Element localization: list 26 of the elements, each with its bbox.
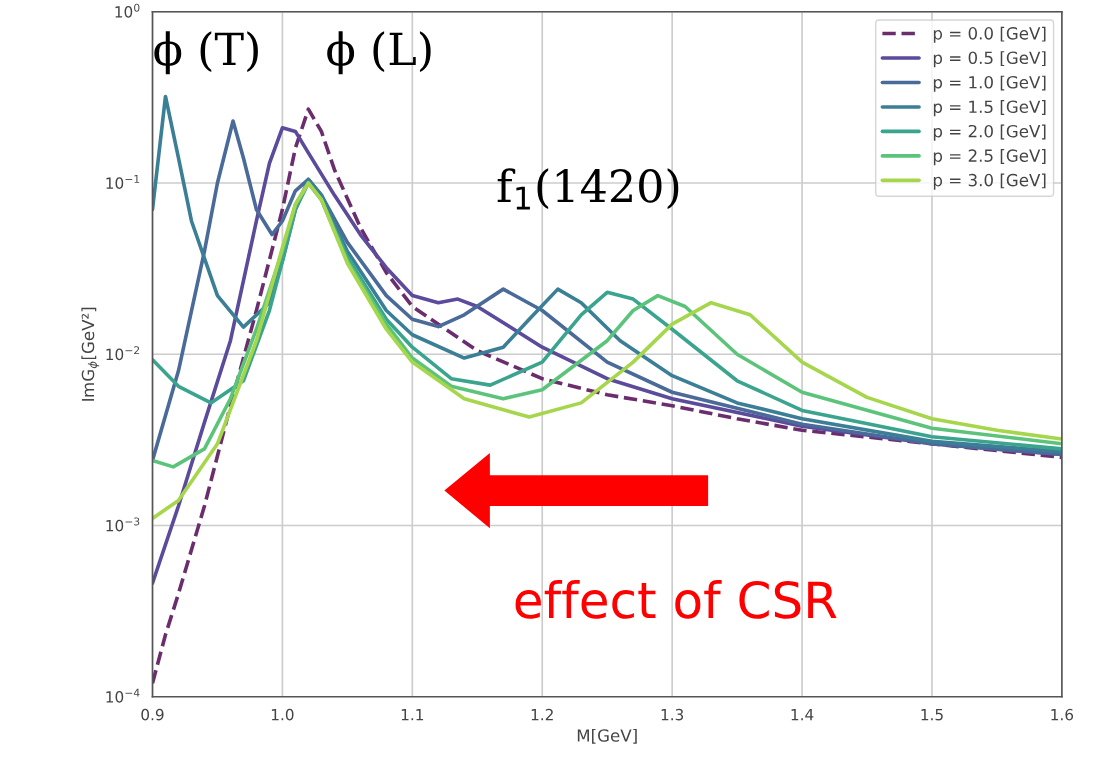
legend-label: p = 2.5 [GeV]	[933, 149, 1046, 166]
legend-label: p = 0.0 [GeV]	[933, 26, 1046, 43]
y-tick-label: 10$^{−3}$	[106, 517, 140, 532]
x-tick-label: 1.0	[271, 708, 294, 721]
legend-label: p = 3.0 [GeV]	[933, 173, 1046, 190]
y-tick-label: 10$^{−1}$	[106, 175, 140, 189]
legend-label: p = 1.5 [GeV]	[933, 100, 1046, 117]
legend-label: p = 1.0 [GeV]	[933, 75, 1046, 92]
x-tick-label: 0.9	[141, 708, 164, 721]
legend-label: p = 0.5 [GeV]	[933, 51, 1046, 68]
x-tick-label: 1.4	[791, 709, 814, 721]
x-tick-label: 1.1	[401, 709, 424, 721]
x-axis-title: M[GeV]	[577, 728, 637, 744]
x-tick-label: 1.6	[1051, 708, 1074, 721]
annotation: ϕ (T)	[154, 31, 258, 75]
annotation: ϕ (L)	[327, 31, 431, 75]
y-tick-label: 10$^{0}$	[115, 3, 140, 18]
y-tick-label: 10$^{−2}$	[106, 346, 140, 361]
y-tick-label: 10$^{−4}$	[106, 688, 140, 703]
legend-label: p = 2.0 [GeV]	[933, 124, 1046, 141]
x-tick-label: 1.3	[661, 708, 684, 721]
annotation: effect of CSR	[515, 580, 837, 619]
x-tick-label: 1.2	[531, 708, 553, 721]
y-axis-title: ImG$_{ϕ}$[GeV²]	[81, 307, 100, 401]
annotation: f$_{1}$(1420)	[497, 168, 679, 210]
x-tick-label: 1.5	[921, 709, 943, 721]
